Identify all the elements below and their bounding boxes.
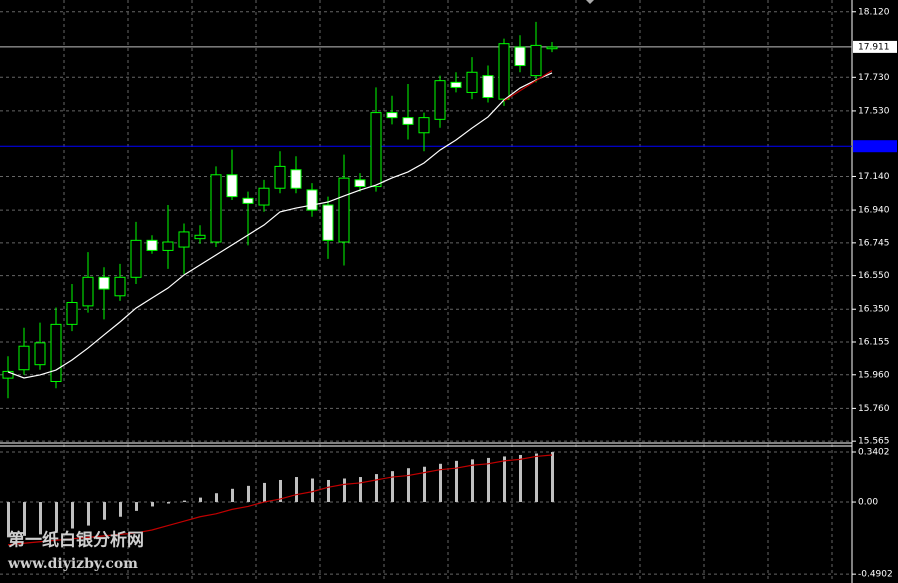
y-tick-label: 15.760: [858, 404, 890, 414]
candle-body: [418, 117, 430, 134]
histogram-bar: [55, 502, 58, 532]
candle-body: [290, 169, 302, 189]
histogram-bar: [71, 502, 74, 529]
histogram-bar: [247, 485, 250, 503]
histogram-bar: [39, 502, 42, 535]
histogram-bar: [103, 502, 106, 520]
candle-body: [242, 197, 254, 204]
histogram-bar: [151, 502, 154, 507]
candle-body: [514, 46, 526, 67]
y-tick-label: 16.155: [858, 338, 890, 348]
histogram-bar: [23, 502, 26, 536]
candle-body: [322, 204, 334, 241]
y-tick-label: 0.00: [858, 498, 878, 508]
histogram-bar: [199, 497, 202, 503]
candle-body: [530, 44, 542, 77]
candle-body: [146, 239, 158, 251]
indicator-line: [503, 70, 553, 102]
y-tick-label: 18.120: [858, 7, 890, 17]
candle-body: [338, 177, 350, 243]
histogram-bar: [87, 502, 90, 526]
candle-body: [258, 187, 270, 206]
y-tick-label: 0.3402: [858, 448, 890, 458]
histogram-bar: [551, 452, 554, 503]
histogram-bar: [343, 478, 346, 503]
watermark-title: 第一纸白银分析网: [8, 530, 144, 551]
candle-body: [546, 46, 558, 50]
y-tick-label: 16.940: [858, 206, 890, 216]
histogram-bar: [7, 502, 10, 538]
histogram-bar: [295, 477, 298, 503]
shift-marker: [586, 0, 594, 4]
histogram-bar: [439, 463, 442, 503]
histogram-bar: [327, 479, 330, 503]
indicator-line: [7, 454, 553, 546]
candle-body: [306, 189, 318, 211]
histogram-bar: [183, 500, 186, 503]
y-tick-label: 17.530: [858, 106, 890, 116]
candle-body: [434, 80, 446, 120]
candle-body: [354, 179, 366, 188]
histogram-bar: [455, 460, 458, 503]
candle-body: [98, 276, 110, 290]
candle-body: [114, 276, 126, 297]
histogram-bar: [503, 456, 506, 503]
y-tick-label: 17.140: [858, 172, 890, 182]
candle-body: [130, 239, 142, 278]
histogram-bar: [471, 459, 474, 503]
histogram-bar: [487, 457, 490, 503]
candle-body: [34, 342, 46, 366]
candle-body: [18, 345, 30, 371]
price-box: [853, 40, 897, 53]
candle-body: [466, 71, 478, 93]
candle-body: [178, 231, 190, 248]
candle-body: [274, 165, 286, 189]
y-tick-label: 15.960: [858, 370, 890, 380]
candle-body: [194, 234, 206, 240]
candle-body: [2, 370, 14, 379]
histogram-bar: [375, 474, 378, 503]
histogram-bar: [119, 502, 122, 517]
histogram-bar: [135, 502, 138, 511]
candle-body: [66, 302, 78, 325]
histogram-bar: [279, 479, 282, 503]
y-tick-label: 16.550: [858, 271, 890, 281]
indicator-line: [7, 72, 553, 379]
candle-body: [50, 323, 62, 382]
histogram-bar: [311, 478, 314, 503]
price-label: 17.911: [858, 42, 890, 52]
histogram-bar: [423, 466, 426, 503]
candle-body: [402, 117, 414, 125]
histogram-bar: [167, 502, 170, 504]
histogram-bar: [407, 468, 410, 503]
y-tick-label: 17.730: [858, 73, 890, 83]
candle-body: [226, 174, 238, 198]
histogram-bar: [519, 454, 522, 503]
candle-body: [162, 241, 174, 251]
histogram-bar: [359, 477, 362, 503]
histogram-bar: [231, 488, 234, 503]
y-tick-label: 16.350: [858, 305, 890, 315]
candle-body: [386, 112, 398, 119]
histogram-bar: [215, 493, 218, 503]
y-tick-label: 16.745: [858, 238, 890, 248]
histogram-bar: [263, 482, 266, 503]
y-tick-label: 15.565: [858, 437, 890, 447]
candle-body: [482, 75, 494, 98]
candle-body: [82, 276, 94, 307]
candle-body: [210, 174, 222, 243]
y-tick-label: -0.4902: [858, 570, 893, 580]
candle-body: [450, 81, 462, 88]
candle-body: [498, 43, 510, 100]
histogram-bar: [535, 453, 538, 503]
histogram-bar: [391, 471, 394, 503]
price-box: [853, 140, 897, 153]
candle-body: [370, 112, 382, 188]
watermark-url: www.diyizby.com: [7, 556, 138, 572]
